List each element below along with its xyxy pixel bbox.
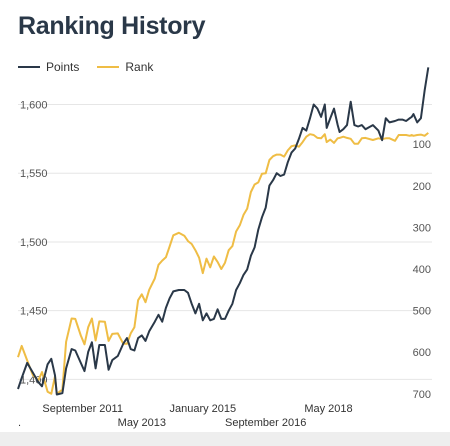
left-tick-label-1550: 1,550 bbox=[20, 168, 48, 180]
chart-title: Ranking History bbox=[18, 12, 206, 40]
x-tick-label: January 2015 bbox=[169, 403, 236, 415]
right-tick-label-100: 100 bbox=[413, 139, 431, 151]
left-tick-label-1450: 1,450 bbox=[20, 306, 48, 318]
series-line-rank bbox=[17, 132, 429, 395]
right-tick-label-500: 500 bbox=[413, 306, 431, 318]
left-tick-label-1600: 1,600 bbox=[20, 99, 48, 111]
x-tick-label: September 2011 bbox=[42, 403, 123, 415]
left-tick-label-1500: 1,500 bbox=[20, 237, 48, 249]
series-line-points bbox=[17, 67, 430, 396]
legend-item-rank[interactable]: Rank bbox=[97, 60, 153, 74]
x-tick-label: May 2013 bbox=[118, 417, 166, 429]
legend-label-points: Points bbox=[46, 60, 80, 74]
x-extra-label: . bbox=[18, 417, 21, 429]
right-tick-label-300: 300 bbox=[413, 222, 431, 234]
right-tick-label-600: 600 bbox=[413, 347, 431, 359]
right-tick-label-700: 700 bbox=[413, 389, 431, 401]
legend-swatch-points bbox=[18, 66, 40, 68]
legend-swatch-rank bbox=[97, 66, 120, 68]
legend-label-rank: Rank bbox=[125, 60, 154, 74]
legend-item-points[interactable]: Points bbox=[18, 60, 79, 74]
right-tick-label-400: 400 bbox=[413, 264, 431, 276]
bottom-bar bbox=[0, 432, 450, 446]
x-tick-label: September 2016 bbox=[225, 417, 306, 429]
right-tick-label-200: 200 bbox=[413, 181, 431, 193]
x-tick-label: May 2018 bbox=[304, 403, 352, 415]
legend: Points Rank bbox=[18, 60, 171, 74]
